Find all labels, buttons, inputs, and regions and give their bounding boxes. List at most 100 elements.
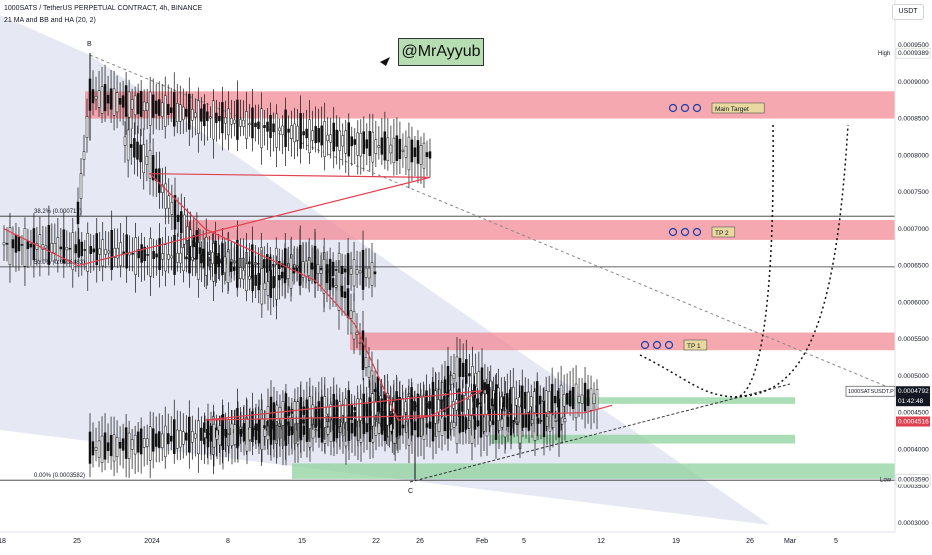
candle (200, 108, 203, 122)
candle (143, 246, 146, 262)
candle (160, 433, 164, 449)
candle (314, 406, 318, 414)
candle (595, 388, 599, 410)
candle (152, 251, 155, 259)
candle (94, 96, 98, 100)
candle (224, 429, 228, 438)
candle (307, 259, 311, 276)
candle (180, 211, 183, 234)
candle (79, 173, 83, 199)
candle (161, 184, 164, 193)
candle (94, 447, 98, 451)
candle (349, 310, 353, 319)
candle (203, 432, 207, 438)
candle (109, 88, 113, 110)
candle (245, 263, 248, 292)
candle (116, 247, 119, 259)
candle (215, 429, 219, 440)
candle (416, 412, 420, 438)
candle (119, 242, 122, 266)
candle (167, 254, 170, 260)
candle (464, 417, 468, 430)
candle (410, 139, 414, 163)
green-zone (292, 463, 895, 479)
price-tick-label: 0.0006000 (898, 299, 929, 306)
candle (343, 268, 347, 273)
candle (158, 168, 161, 193)
resistance-trendline (89, 54, 896, 391)
candle (404, 145, 408, 158)
candle (204, 236, 208, 276)
candle (592, 393, 596, 404)
candle (488, 387, 491, 416)
price-tick-label: 0.0006500 (898, 263, 929, 270)
candle (229, 261, 233, 272)
candle (127, 91, 131, 118)
candle (383, 131, 387, 161)
candle (482, 393, 485, 416)
candle (446, 391, 449, 416)
candle (118, 98, 122, 105)
candle (589, 388, 593, 411)
indicator-legend[interactable]: 21 MA and BB and HA (20, 2) (4, 17, 96, 24)
currency-button[interactable]: USDT (892, 4, 924, 20)
candle (182, 106, 185, 120)
time-tick-label: 5 (522, 538, 526, 545)
candle (230, 118, 233, 125)
candle (139, 91, 143, 117)
candle (434, 390, 437, 424)
candle (392, 413, 396, 444)
candle (562, 394, 566, 407)
candle (118, 441, 122, 449)
candle (136, 93, 140, 115)
candle (326, 134, 329, 141)
candle (272, 276, 275, 289)
candle (188, 416, 191, 453)
candle (136, 141, 139, 160)
candle (17, 236, 21, 252)
candle (283, 260, 287, 284)
candle (133, 138, 136, 158)
candle (461, 362, 465, 377)
candle (212, 423, 216, 448)
candle (197, 242, 200, 280)
candle (343, 291, 347, 298)
candle (155, 253, 158, 258)
candle (437, 399, 440, 413)
time-tick-label: 8 (226, 538, 230, 545)
candle (471, 366, 474, 391)
candle (322, 259, 326, 294)
fib-label: 0.00% (0.0003582) (34, 473, 85, 479)
candle (314, 429, 318, 432)
candle (310, 262, 314, 270)
candle (320, 396, 324, 422)
candle (182, 431, 185, 445)
candle (148, 426, 152, 461)
price-tick-label: 0.0003500 (898, 483, 929, 490)
green-zone (560, 397, 795, 404)
candle (358, 270, 362, 274)
candle (179, 430, 182, 448)
candle (532, 391, 536, 413)
candle (239, 429, 243, 437)
candle (185, 432, 188, 441)
candle (500, 418, 504, 428)
candle (470, 393, 473, 416)
candle (260, 108, 263, 149)
candle (263, 282, 267, 290)
candle (112, 434, 116, 462)
candle (278, 127, 281, 132)
candle (361, 249, 365, 290)
candle (328, 268, 332, 291)
candle (100, 86, 104, 114)
candle (296, 125, 299, 141)
time-tick-label: 19 (672, 538, 680, 545)
candle (214, 240, 217, 274)
candle (305, 128, 308, 139)
candle (401, 398, 404, 418)
time-tick-label: 5 (834, 538, 838, 545)
candle (220, 260, 224, 264)
candle (104, 249, 107, 255)
candle (211, 252, 214, 265)
